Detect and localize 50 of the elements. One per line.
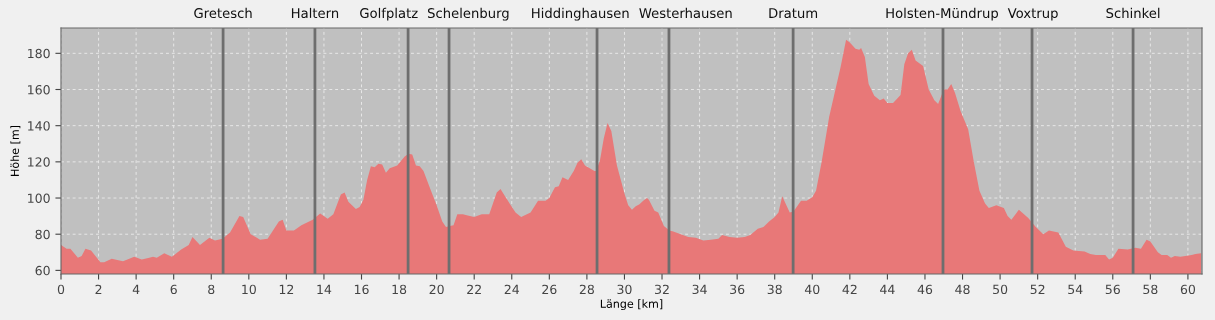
- x-tick-label: 10: [242, 284, 256, 295]
- x-tick-label: 54: [1068, 284, 1083, 295]
- x-tick-label: 12: [279, 284, 294, 294]
- ref-line-label: Dratum: [769, 8, 818, 19]
- y-tick-label: 100: [28, 193, 50, 203]
- x-tick-label: 26: [542, 284, 557, 295]
- x-tick-label: 32: [655, 284, 669, 295]
- x-tick-label: 38: [767, 284, 782, 295]
- ref-line-label: Schinkel: [1106, 7, 1160, 19]
- x-tick-label: 42: [842, 284, 857, 294]
- y-axis-title: Höhe [m]: [10, 125, 21, 176]
- x-tick-label: 60: [1180, 284, 1196, 295]
- x-axis-title: Länge [km]: [600, 299, 663, 311]
- y-tick-label: 120: [28, 157, 50, 167]
- x-tick-label: 16: [354, 284, 369, 295]
- ref-line-label: Holsten-Mündrup: [886, 7, 999, 21]
- x-tick-label: 56: [1105, 284, 1120, 295]
- ref-line-label: Westerhausen: [639, 7, 732, 19]
- ref-line-label: Schelenburg: [427, 7, 509, 21]
- x-tick-label: 48: [955, 284, 970, 295]
- ref-line-label: Hiddinghausen: [532, 7, 629, 21]
- y-tick-label: 140: [28, 121, 50, 131]
- x-tick-label: 2: [95, 284, 102, 294]
- x-tick-label: 58: [1143, 284, 1158, 295]
- ref-line-label: Voxtrup: [1007, 8, 1058, 21]
- x-tick-label: 14: [317, 284, 332, 294]
- x-tick-label: 36: [730, 284, 745, 295]
- y-tick-label: 80: [35, 229, 50, 240]
- x-tick-label: 30: [617, 284, 632, 295]
- x-tick-label: 46: [917, 284, 933, 295]
- x-tick-label: 0: [57, 284, 65, 295]
- x-tick-label: 40: [804, 284, 820, 295]
- y-tick-label: 160: [28, 84, 50, 95]
- ref-line-label: Gretesch: [194, 7, 252, 19]
- x-tick-label: 8: [208, 284, 215, 295]
- x-tick-label: 34: [692, 284, 707, 295]
- x-tick-label: 52: [1030, 284, 1045, 295]
- ref-line-label: Haltern: [291, 7, 339, 19]
- x-tick-label: 4: [132, 284, 140, 294]
- x-tick-label: 20: [429, 284, 444, 295]
- y-tick-label: 180: [28, 48, 50, 59]
- y-tick-label: 60: [35, 265, 50, 276]
- x-tick-label: 44: [880, 284, 895, 294]
- x-tick-label: 24: [504, 284, 520, 294]
- ref-line-label: Golfplatz: [360, 7, 418, 21]
- x-tick-label: 28: [579, 284, 594, 295]
- x-tick-label: 50: [993, 284, 1008, 295]
- x-tick-label: 6: [170, 284, 177, 295]
- x-tick-label: 18: [392, 284, 407, 295]
- x-tick-label: 22: [467, 284, 481, 294]
